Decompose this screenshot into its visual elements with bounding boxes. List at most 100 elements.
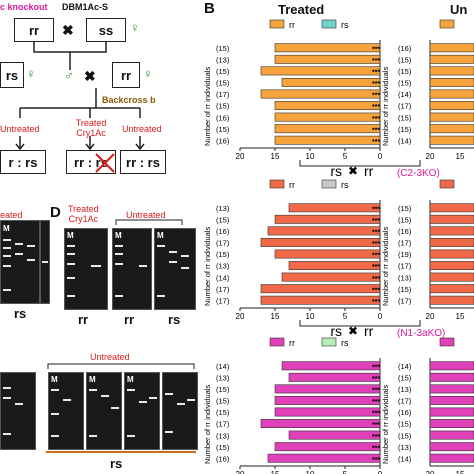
significance-stars: *** (372, 127, 380, 134)
x-tick-label-right: 15 (456, 470, 465, 474)
x-tick-label: 20 (236, 312, 245, 321)
legend-swatch-rr (269, 337, 285, 347)
significance-stars: *** (372, 376, 380, 383)
count-label-right: (15) (398, 285, 412, 294)
cross-rs: rs (330, 323, 342, 339)
count-label-left: (13) (216, 431, 230, 440)
legend-swatch-rr-right (439, 19, 455, 29)
bar-rr-right (429, 453, 474, 463)
bar-rr-left (288, 203, 381, 213)
x-tick-label: 15 (271, 152, 280, 161)
cross-x-icon: ✖ (348, 164, 358, 178)
gel-label-rr-2: rr (124, 312, 135, 327)
count-label-left: (15) (216, 44, 230, 53)
x-tick-label: 0 (378, 152, 383, 161)
significance-stars: *** (372, 411, 380, 418)
parent-rr-box: rr (14, 18, 54, 42)
bar-rr-right (429, 43, 474, 53)
gel-label-rs: rs (14, 306, 27, 321)
significance-stars: *** (372, 422, 380, 429)
bar-rr-right (429, 384, 474, 394)
count-label-right: (13) (398, 385, 412, 394)
bar-rr-right (429, 237, 474, 247)
bottom-gel-2: M (86, 372, 122, 450)
legend-label-rs: rs (341, 180, 349, 190)
bottom-gel-0 (0, 372, 36, 450)
count-label-left: (16) (216, 136, 230, 145)
parent-ss-box: ss (86, 18, 126, 42)
count-label-right: (14) (398, 136, 412, 145)
count-label-right: (15) (398, 113, 412, 122)
significance-stars: *** (372, 287, 380, 294)
bar-rr-left (274, 101, 381, 111)
count-label-left: (16) (216, 227, 230, 236)
bar-rr-right (429, 361, 474, 371)
significance-stars: *** (372, 253, 380, 260)
bar-rr-right (429, 135, 474, 145)
count-label-right: (15) (398, 55, 412, 64)
bar-rr-right (429, 203, 474, 213)
untreated-right-label: Untreated (122, 124, 162, 134)
x-tick-label: 10 (306, 470, 315, 474)
bracket-line (115, 219, 183, 225)
x-tick-label: 20 (236, 152, 245, 161)
bar-rr-right (429, 214, 474, 224)
y-axis-label: Number of rr individuals (203, 67, 212, 146)
treated-partial-label: eated (0, 210, 23, 220)
significance-stars: *** (372, 139, 380, 146)
gel-treated-label: Treated Cry1Ac (68, 204, 99, 224)
x-tick-label-right: 20 (426, 152, 435, 161)
bottom-label-rs: rs (110, 456, 123, 471)
significance-stars: *** (372, 264, 380, 271)
count-label-left: (15) (216, 67, 230, 76)
count-label-right: (15) (398, 431, 412, 440)
count-label-right: (17) (398, 239, 412, 248)
bar-rr-right (429, 430, 474, 440)
count-label-left: (17) (216, 90, 230, 99)
legend-label-rs: rs (341, 20, 349, 30)
count-label-right: (19) (398, 250, 412, 259)
cross-x-icon: ✖ (348, 324, 358, 338)
x-tick-label-right: 20 (426, 312, 435, 321)
count-label-right: (14) (398, 362, 412, 371)
x-tick-label-right: 15 (456, 152, 465, 161)
x-tick-label: 5 (343, 312, 348, 321)
cross-line-name: (C2-3KO) (397, 168, 440, 179)
y-axis-label: Number of rr individuals (203, 385, 212, 464)
count-label-left: (15) (216, 443, 230, 452)
count-label-right: (13) (398, 273, 412, 282)
significance-stars: *** (372, 445, 380, 452)
untreated-left-label: Untreated (0, 124, 40, 134)
x-tick-label: 15 (271, 312, 280, 321)
bar-rr-left (274, 407, 381, 417)
outcome-right-box: rr : rs (120, 150, 166, 174)
bar-rr-left (267, 226, 381, 236)
count-label-left: (17) (216, 239, 230, 248)
bar-rr-right (429, 295, 474, 305)
backcross-label: Backcross b (102, 95, 156, 105)
count-label-left: (15) (216, 125, 230, 134)
bar-rr-right (429, 112, 474, 122)
count-label-right: (17) (398, 262, 412, 271)
cross-rr: rr (364, 163, 374, 179)
x-tick-label: 0 (378, 312, 383, 321)
strain-label: DBM1Ac-S (62, 2, 109, 12)
cross-bracket (299, 320, 421, 327)
female-icon: ♀ (26, 66, 36, 81)
significance-stars: *** (372, 116, 380, 123)
bar-rr-right (429, 407, 474, 417)
bar-rr-right (429, 124, 474, 134)
bottom-gel-3: M (124, 372, 160, 450)
bar-rr-left (288, 261, 381, 271)
count-label-left: (14) (216, 273, 230, 282)
gel-untreated-label: Untreated (126, 210, 166, 220)
y-axis-label-right: Number of rr individuals (381, 385, 390, 464)
bar-rr-left (274, 249, 381, 259)
significance-stars: *** (372, 299, 380, 306)
count-label-right: (15) (398, 79, 412, 88)
gel-treated: M (64, 228, 108, 310)
bar-rr-right (429, 89, 474, 99)
significance-stars: *** (372, 364, 380, 371)
count-label-left: (14) (216, 362, 230, 371)
